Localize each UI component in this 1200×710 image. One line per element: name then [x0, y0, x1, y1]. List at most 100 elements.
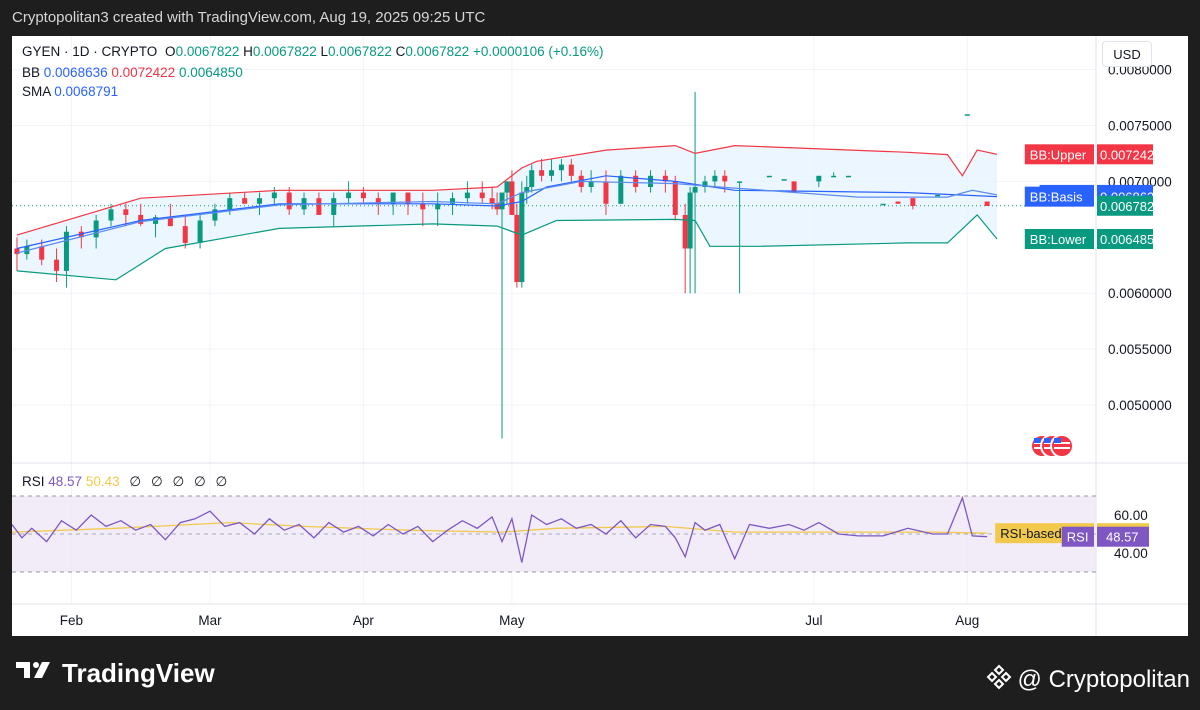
candle-body [702, 181, 708, 187]
candle-body [984, 201, 990, 206]
candle-body [39, 246, 45, 260]
sma-label: SMA [22, 84, 51, 99]
candle-body [123, 209, 129, 215]
time-tick-label: Mar [198, 613, 222, 628]
candle-body [603, 181, 609, 204]
sma-line [16, 180, 998, 254]
candle-body [692, 186, 698, 193]
candle-body [514, 214, 520, 283]
time-tick-label: May [499, 613, 525, 628]
candle-body [375, 198, 381, 204]
rsi-legend[interactable]: RSI 48.57 50.43 ∅ ∅ ∅ ∅ ∅ [22, 474, 227, 490]
credit: @ Cryptopolitan [986, 664, 1190, 696]
open-value: 0.0067822 [175, 44, 240, 59]
candle-body [14, 248, 20, 255]
candle-body [549, 170, 555, 176]
change-value: +0.0000106 (+0.16%) [472, 44, 604, 59]
close-label: C [395, 44, 406, 59]
price-tick-label: 0.0075000 [1108, 118, 1172, 133]
symbol-label[interactable]: GYEN · 1D · CRYPTO [22, 44, 158, 59]
candle-body [539, 170, 545, 176]
time-tick-label: Aug [955, 613, 979, 628]
candle-body [737, 181, 743, 183]
us-flag-event-icon [1030, 434, 1074, 458]
axis-tag-value-bg [1097, 195, 1153, 216]
high-label: H [243, 44, 253, 59]
candle-body [910, 198, 916, 206]
chart-canvas[interactable]: 0.00800000.00750000.00700000.00600000.00… [12, 36, 1188, 636]
candle-body [464, 192, 470, 199]
bb-legend[interactable]: BB 0.0068636 0.0072422 0.0064850 [22, 65, 243, 80]
candle-body [489, 198, 495, 204]
candle-body [712, 175, 718, 182]
candle-body [831, 175, 837, 178]
candle-body [816, 175, 822, 182]
rsi-extra-value: ∅ [172, 474, 185, 489]
candle-body [509, 181, 515, 215]
candle-body [197, 220, 203, 243]
bb-lower-line [16, 214, 998, 281]
ohlc-legend: GYEN · 1D · CRYPTO O0.0067822 H0.0067822… [22, 44, 604, 59]
candle-body [450, 198, 456, 204]
candle-body [227, 198, 233, 210]
candle-body [558, 164, 564, 171]
flag-canton [1034, 438, 1041, 443]
rsi-extra-value: ∅ [129, 474, 142, 489]
candle-body [648, 175, 654, 187]
price-tick-label: 0.0060000 [1108, 286, 1172, 301]
candle-body [781, 179, 787, 181]
candle-body [271, 192, 277, 199]
low-label: L [320, 44, 329, 59]
axis-tag-value: 0.0064850 [1100, 232, 1161, 247]
candle-body [138, 214, 144, 224]
rsi-tick-label: 40.00 [1114, 546, 1148, 561]
axis-tag-value-bg [1097, 228, 1153, 249]
bb-basis-value: 0.0068636 [43, 65, 108, 80]
candle-body [935, 194, 941, 197]
flag-stripe [1054, 442, 1070, 444]
rsi-tag-value: 48.57 [1106, 530, 1139, 545]
chart-panel[interactable]: 0.0080000 0.0075000 0.0070000 0.0060000 0.00… [12, 36, 1188, 636]
candle-body [435, 203, 441, 210]
candle-body [242, 198, 248, 204]
axis-tag-name-bg [1024, 144, 1094, 165]
candle-body [182, 226, 188, 243]
candle-body [791, 181, 797, 193]
candle-body [524, 186, 530, 193]
bb-upper-line [16, 144, 998, 236]
sma-legend[interactable]: SMA 0.0068791 [22, 84, 118, 99]
rsi-tick-label: 60.00 [1114, 508, 1148, 523]
time-tick-label: Feb [60, 613, 83, 628]
price-tick-label: 0.0050000 [1108, 398, 1172, 413]
tradingview-wordmark: TradingView [62, 658, 215, 688]
candle-body [212, 209, 218, 221]
axis-tag-name: BB:Upper [1030, 147, 1087, 162]
tradingview-logo-icon [14, 658, 54, 689]
axis-tag-name-bg [1024, 228, 1094, 249]
currency-button[interactable]: USD [1102, 41, 1152, 67]
rsi-line [12, 495, 988, 563]
flag-stripe [1054, 447, 1070, 449]
candle-body [360, 192, 366, 199]
axis-tag-name-bg [1024, 186, 1094, 207]
candle-body [568, 164, 574, 176]
bb-band-fill [16, 145, 997, 280]
time-tick-label: Apr [353, 613, 375, 628]
credit-text: @ Cryptopolitan [1017, 666, 1190, 693]
candle-body [964, 114, 970, 116]
rsi-value: 48.57 [48, 474, 83, 489]
time-tick-label: Jul [805, 613, 822, 628]
rsi-tag-name: RSI [1067, 530, 1089, 545]
candle-body [316, 198, 322, 215]
close-value: 0.0067822 [405, 44, 470, 59]
candle-body [672, 181, 678, 215]
rsi-ma-line [12, 521, 988, 534]
candle-body [63, 231, 69, 271]
bb-label: BB [22, 65, 41, 80]
candle-body [588, 181, 594, 187]
axis-tag-name: BB:Basis [1030, 190, 1083, 205]
candle-body [390, 192, 396, 204]
axis-tag-name: BB:Lower [1030, 232, 1087, 247]
rsi-tag-value-bg [1097, 526, 1149, 547]
candle-body [722, 175, 728, 182]
